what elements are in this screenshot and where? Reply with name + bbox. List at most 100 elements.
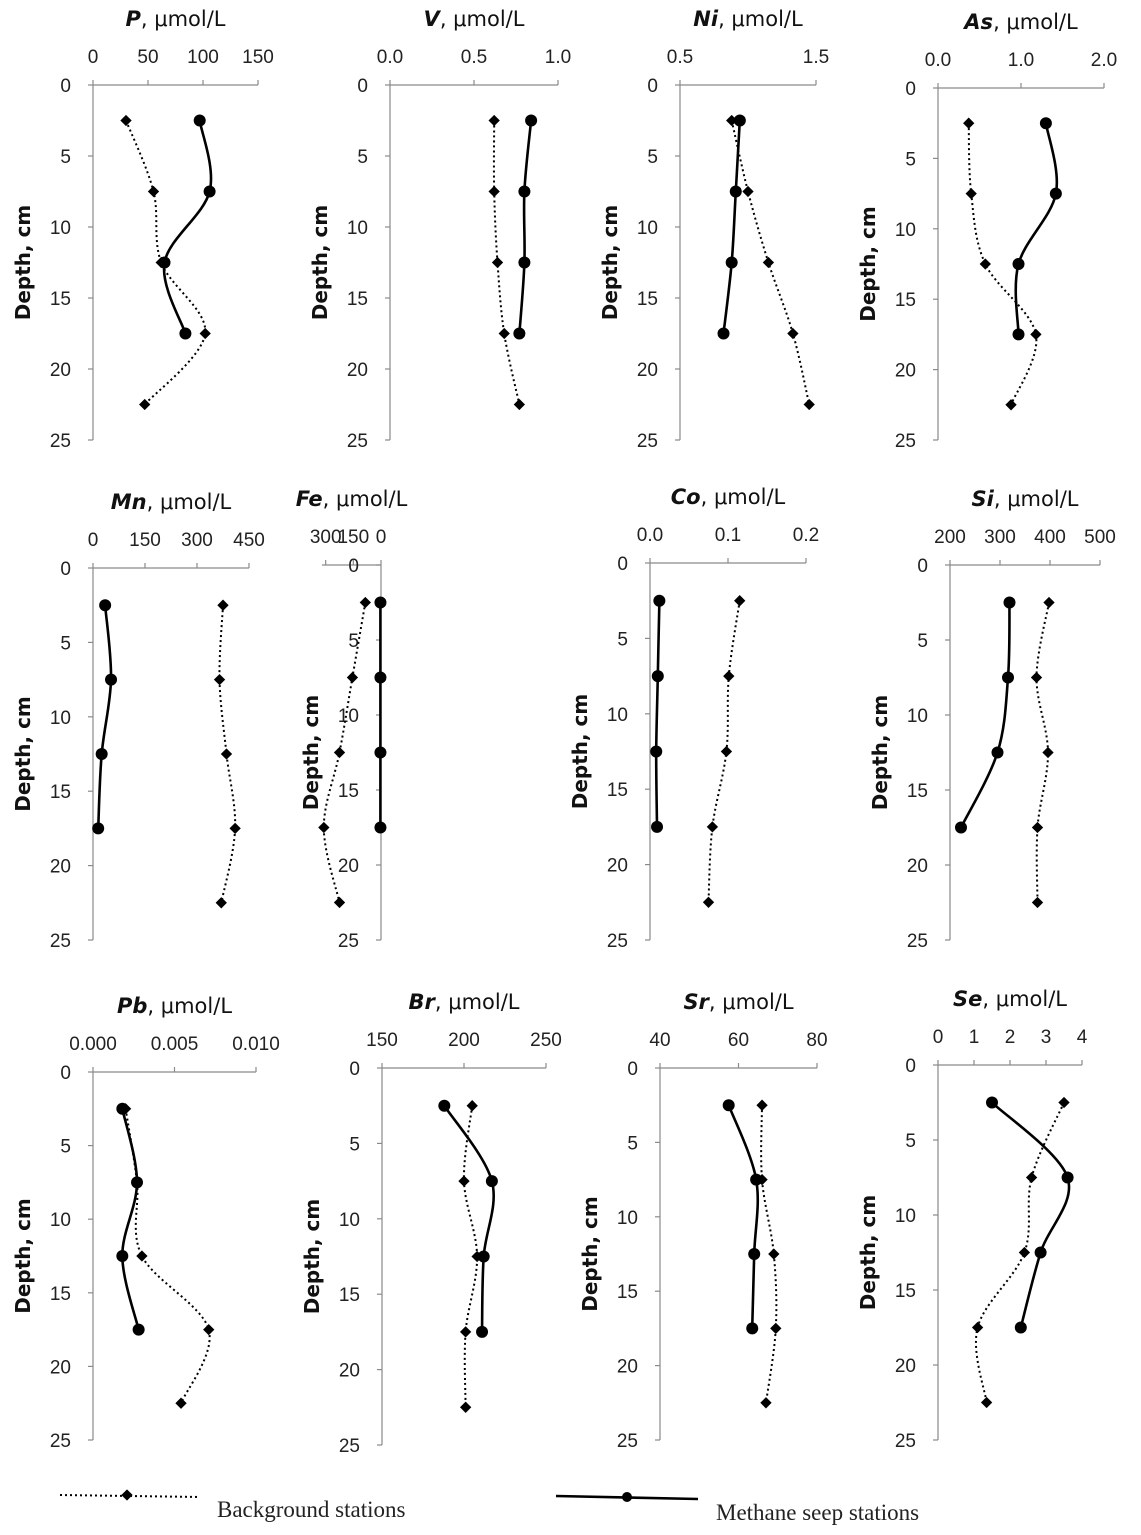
x-tick-label: 1 <box>969 1027 980 1048</box>
background-series-line <box>218 605 237 903</box>
seep-point <box>476 1325 489 1338</box>
y-tick-label: 25 <box>50 1431 71 1452</box>
seep-point <box>158 256 171 269</box>
legend-background-marker <box>121 1489 133 1501</box>
seep-point <box>485 1175 498 1188</box>
seep-point <box>518 256 531 269</box>
y-tick-label: 15 <box>617 1282 638 1303</box>
background-series-line <box>124 1108 211 1404</box>
title-element: Fe <box>296 487 323 511</box>
y-tick-label: 5 <box>647 147 658 168</box>
seep-point <box>105 673 118 686</box>
y-tick-label: 25 <box>895 431 916 452</box>
seep-point <box>132 1323 145 1336</box>
background-series-line <box>967 123 1038 406</box>
x-tick-label: 300 <box>310 527 342 548</box>
title-element: Co <box>671 485 701 509</box>
seep-point <box>518 185 531 198</box>
x-tick-label: 400 <box>1034 527 1066 548</box>
background-point <box>199 327 211 340</box>
background-point <box>1031 896 1044 909</box>
seep-series-line <box>722 120 742 334</box>
y-axis-label: Depth, cm <box>868 695 892 811</box>
y-tick-label: 15 <box>50 782 71 803</box>
seep-point <box>1061 1171 1074 1184</box>
background-point <box>333 896 346 909</box>
seep-point <box>513 327 526 340</box>
y-tick-label: 15 <box>607 780 628 801</box>
background-series-line <box>1035 602 1050 903</box>
y-tick-label: 25 <box>50 431 71 452</box>
title-element: Pb <box>117 994 147 1018</box>
y-tick-label: 0 <box>357 76 368 97</box>
seep-point <box>1003 596 1016 609</box>
y-tick-label: 0 <box>917 556 928 577</box>
seep-series-line <box>443 1105 495 1332</box>
title-unit: , μmol/L <box>718 7 803 31</box>
y-tick-label: 10 <box>338 706 359 727</box>
seep-series-line <box>120 1108 140 1330</box>
title-unit: , μmol/L <box>994 487 1079 511</box>
background-point <box>963 117 975 129</box>
y-tick-label: 15 <box>895 1281 916 1302</box>
x-tick-label: 0.2 <box>793 525 819 546</box>
x-tick-label: 150 <box>366 1030 398 1051</box>
y-tick-label: 5 <box>905 149 916 170</box>
y-tick-label: 5 <box>60 633 71 654</box>
y-tick-label: 25 <box>617 1431 638 1452</box>
seep-point <box>725 256 738 269</box>
y-tick-label: 10 <box>607 705 628 726</box>
panel-mn: Mn, μmol/L 0 150 300 450 0 5 10 15 20 25 Depth, cm <box>11 490 265 952</box>
background-point <box>466 1100 478 1112</box>
y-tick-label: 20 <box>607 856 628 877</box>
title-element: Sr <box>683 990 710 1014</box>
seep-point <box>116 1250 129 1262</box>
panel-title: P, μmol/L <box>125 7 225 31</box>
title-unit: , μmol/L <box>982 987 1067 1011</box>
x-tick-label: 50 <box>137 47 158 68</box>
x-tick-label: 0.5 <box>461 47 487 68</box>
panel-as: As, μmol/L 0.0 1.0 2.0 0 5 10 15 20 25 Depth, cm <box>856 10 1117 452</box>
title-unit: , μmol/L <box>147 490 232 514</box>
seep-point <box>717 327 730 340</box>
title-unit: , μmol/L <box>440 7 525 31</box>
y-tick-label: 0 <box>60 1063 71 1084</box>
y-tick-label: 15 <box>339 1285 360 1306</box>
panel-title: Pb, μmol/L <box>117 994 232 1018</box>
background-point <box>1030 328 1042 341</box>
y-axis-label: Depth, cm <box>11 1198 35 1314</box>
background-point <box>723 670 735 682</box>
background-point <box>175 1397 187 1409</box>
x-tick-label: 4 <box>1077 1027 1088 1048</box>
y-tick-label: 0 <box>627 1059 638 1080</box>
background-point <box>720 745 733 758</box>
y-tick-label: 20 <box>895 361 916 382</box>
y-tick-label: 10 <box>347 218 368 239</box>
background-point <box>770 1322 782 1335</box>
panel-se: Se, μmol/L 0 1 2 3 4 0 5 10 15 20 25 Depth, cm <box>856 987 1088 1452</box>
panel-title: Fe, μmol/L <box>296 487 408 511</box>
panel-sr: Sr, μmol/L 40 60 80 0 5 10 15 20 25 Depth, cm <box>578 990 828 1452</box>
background-point <box>217 599 229 611</box>
title-element: Si <box>972 487 995 511</box>
y-tick-label: 25 <box>607 931 628 952</box>
x-tick-label: 3 <box>1041 1027 1052 1048</box>
background-point <box>1005 399 1017 411</box>
background-point <box>762 256 775 269</box>
seep-point <box>729 185 742 198</box>
y-tick-label: 0 <box>905 1056 916 1077</box>
background-point <box>1058 1096 1070 1109</box>
y-tick-label: 20 <box>617 1357 638 1378</box>
background-point <box>459 1401 472 1413</box>
seep-series-line <box>96 605 113 829</box>
seep-point <box>131 1176 144 1189</box>
background-point <box>488 114 500 127</box>
background-point <box>488 185 500 198</box>
seep-point <box>748 1248 761 1260</box>
seep-point <box>1002 671 1014 684</box>
background-point <box>346 671 359 684</box>
background-point <box>1018 1246 1031 1259</box>
y-tick-label: 15 <box>907 781 928 802</box>
legend: Background stations Methane seep station… <box>59 1489 919 1525</box>
